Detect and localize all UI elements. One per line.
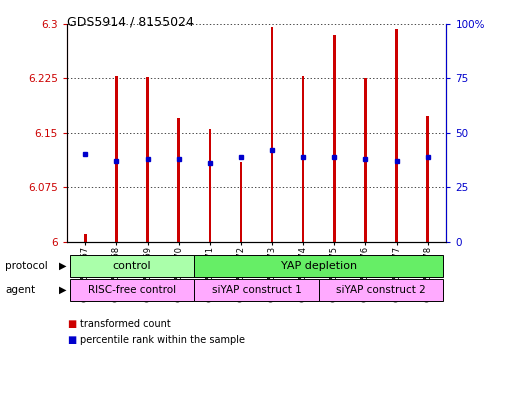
Text: percentile rank within the sample: percentile rank within the sample: [80, 335, 245, 345]
Bar: [177, 118, 180, 242]
Bar: [333, 35, 336, 242]
Text: RISC-free control: RISC-free control: [88, 285, 176, 295]
Bar: [209, 129, 211, 242]
Text: ▶: ▶: [59, 261, 67, 271]
Text: ■: ■: [67, 335, 76, 345]
Text: protocol: protocol: [5, 261, 48, 271]
Bar: [70, 279, 194, 301]
Text: siYAP construct 1: siYAP construct 1: [212, 285, 301, 295]
Bar: [146, 77, 149, 242]
Bar: [194, 279, 319, 301]
Text: transformed count: transformed count: [80, 319, 170, 329]
Text: YAP depletion: YAP depletion: [281, 261, 357, 271]
Bar: [194, 255, 443, 277]
Text: control: control: [113, 261, 151, 271]
Bar: [271, 27, 273, 242]
Bar: [84, 234, 87, 242]
Text: siYAP construct 2: siYAP construct 2: [336, 285, 426, 295]
Bar: [426, 116, 429, 242]
Bar: [319, 279, 443, 301]
Text: ■: ■: [67, 319, 76, 329]
Bar: [240, 162, 242, 242]
Bar: [302, 76, 304, 242]
Bar: [70, 255, 194, 277]
Bar: [364, 78, 367, 242]
Bar: [396, 29, 398, 242]
Text: ▶: ▶: [59, 285, 67, 295]
Text: agent: agent: [5, 285, 35, 295]
Bar: [115, 76, 117, 242]
Text: GDS5914 / 8155024: GDS5914 / 8155024: [67, 16, 193, 29]
